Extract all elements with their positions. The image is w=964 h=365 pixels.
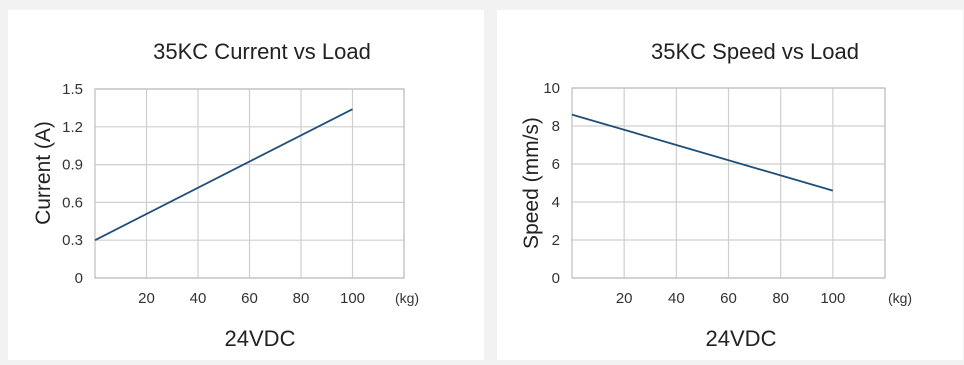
chart-title: 35KC Speed vs Load bbox=[651, 39, 859, 64]
plot-frame bbox=[571, 87, 886, 279]
y-tick-label: 0.9 bbox=[62, 157, 83, 174]
speed-vs-load-chart: 35KC Speed vs Load Speed (mm/s) 24VDC (k… bbox=[520, 39, 912, 351]
y-tick-label: 0 bbox=[552, 270, 560, 287]
y-tick-label: 2 bbox=[552, 232, 560, 249]
plot-frame bbox=[94, 88, 405, 279]
chart-panel-speed: 35KC Speed vs Load Speed (mm/s) 24VDC (k… bbox=[497, 10, 963, 360]
y-axis-label: Speed (mm/s) bbox=[520, 117, 543, 249]
x-tick-label: 80 bbox=[772, 290, 789, 307]
chart-footer-label: 24VDC bbox=[706, 326, 777, 351]
x-tick-label: 20 bbox=[616, 290, 633, 307]
x-tick-label: 60 bbox=[720, 290, 737, 307]
x-tick-label: 100 bbox=[820, 290, 845, 307]
y-tick-label: 10 bbox=[543, 80, 560, 97]
x-unit-label: (kg) bbox=[395, 290, 419, 306]
x-tick-label: 20 bbox=[138, 290, 155, 307]
y-tick-label: 0.6 bbox=[62, 194, 83, 211]
x-tick-label: 40 bbox=[668, 290, 685, 307]
current-vs-load-chart: 35KC Current vs Load Current (A) 24VDC (… bbox=[32, 39, 419, 351]
series-line bbox=[94, 108, 353, 242]
x-tick-label: 80 bbox=[293, 290, 310, 307]
x-tick-label: 100 bbox=[340, 290, 365, 307]
y-tick-label: 1.2 bbox=[62, 119, 83, 136]
x-tick-label: 40 bbox=[190, 290, 207, 307]
y-tick-label: 6 bbox=[552, 156, 560, 173]
y-tick-label: 1.5 bbox=[62, 81, 83, 98]
chart-title: 35KC Current vs Load bbox=[153, 39, 371, 64]
y-tick-label: 0.3 bbox=[62, 232, 83, 249]
y-tick-label: 4 bbox=[552, 194, 560, 211]
chart-panel-current: 35KC Current vs Load Current (A) 24VDC (… bbox=[8, 10, 484, 360]
y-tick-label: 8 bbox=[552, 118, 560, 135]
y-tick-label: 0 bbox=[75, 270, 83, 287]
y-axis-label: Current (A) bbox=[32, 121, 55, 225]
series-line bbox=[571, 113, 834, 192]
x-tick-label: 60 bbox=[241, 290, 258, 307]
x-unit-label: (kg) bbox=[888, 290, 912, 306]
chart-footer-label: 24VDC bbox=[225, 326, 296, 351]
